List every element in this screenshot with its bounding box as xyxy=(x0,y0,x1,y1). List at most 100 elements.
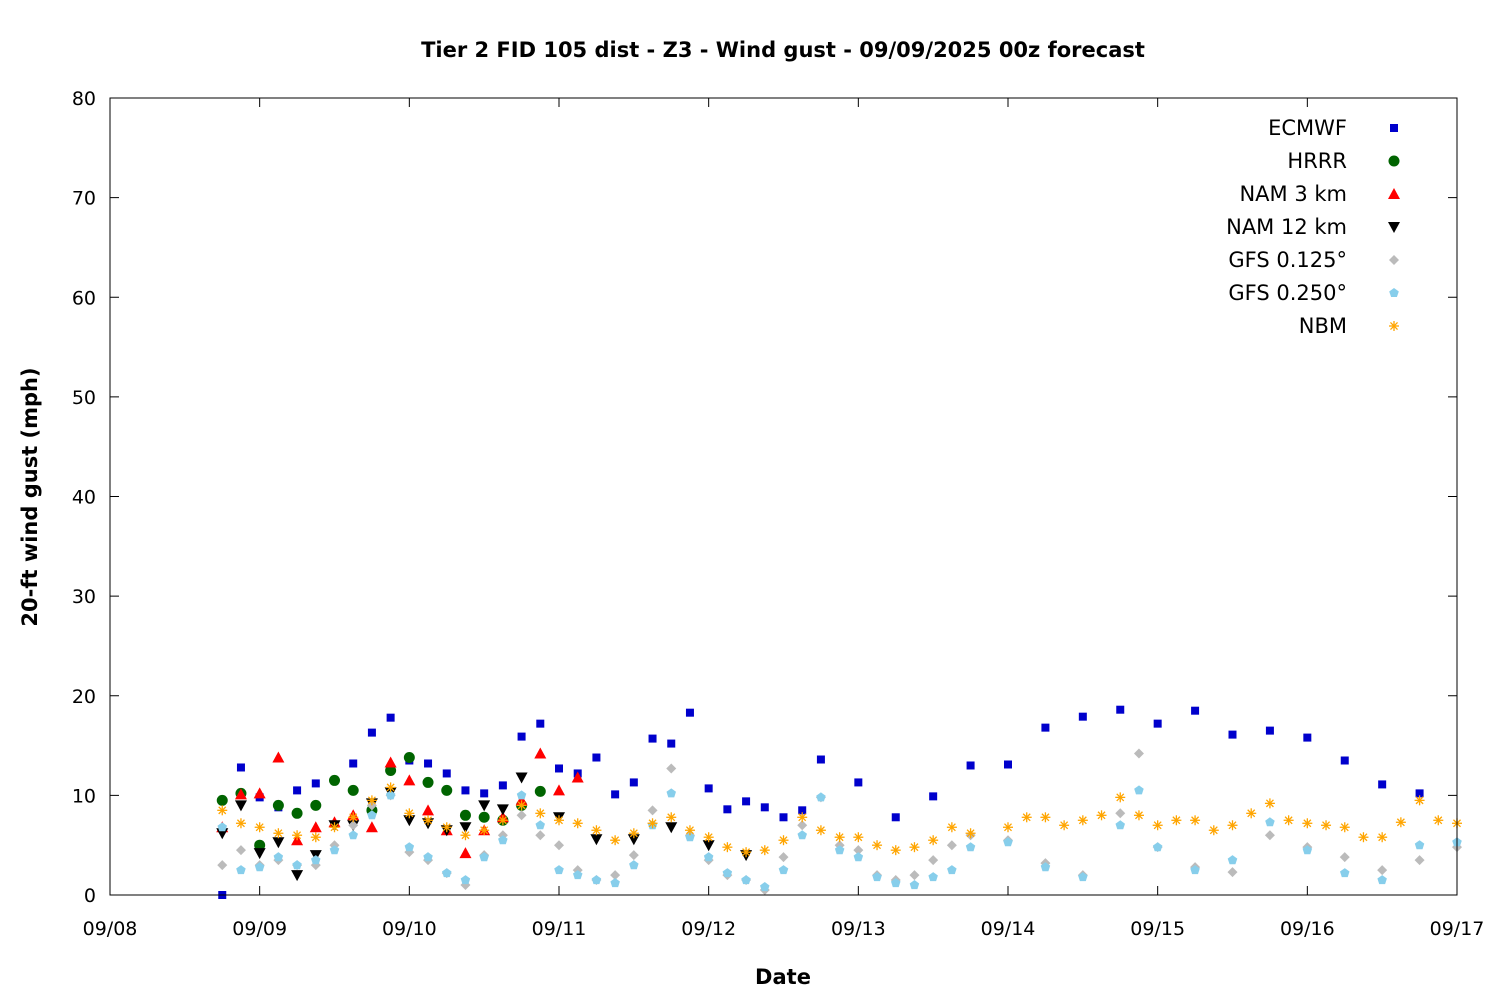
data-point xyxy=(254,862,265,872)
data-point xyxy=(273,852,284,862)
data-point xyxy=(666,763,677,774)
data-point xyxy=(1040,812,1051,823)
data-point xyxy=(516,800,527,811)
data-point xyxy=(1227,855,1238,865)
data-point xyxy=(234,800,247,812)
data-point xyxy=(573,870,583,880)
data-point xyxy=(966,761,975,770)
data-point xyxy=(329,845,340,855)
data-point xyxy=(1283,815,1294,826)
data-point xyxy=(309,821,322,833)
data-point xyxy=(834,832,845,843)
data-point xyxy=(1115,808,1126,819)
data-point xyxy=(403,815,416,827)
data-point xyxy=(872,840,883,851)
data-point xyxy=(610,870,621,881)
data-point xyxy=(741,875,751,885)
series-nam-3-km xyxy=(216,747,584,859)
data-point xyxy=(797,820,808,831)
plot-area xyxy=(216,705,1462,899)
data-point xyxy=(1302,818,1313,829)
x-tick-label: 09/16 xyxy=(1280,918,1335,940)
data-point xyxy=(1265,817,1275,827)
data-point xyxy=(423,815,434,826)
data-point xyxy=(1377,832,1388,843)
data-point xyxy=(385,764,397,776)
data-point xyxy=(1433,815,1444,826)
data-point xyxy=(292,860,302,870)
series-gfs-0-250- xyxy=(217,785,1462,892)
data-point xyxy=(1378,780,1387,789)
legend-label: HRRR xyxy=(1287,149,1347,173)
data-point xyxy=(236,865,246,875)
data-point xyxy=(666,788,676,798)
data-point xyxy=(384,756,397,768)
data-point xyxy=(554,865,564,875)
data-point xyxy=(310,799,322,811)
legend-marker xyxy=(1390,124,1398,132)
data-point xyxy=(347,784,359,796)
data-point xyxy=(1153,719,1162,728)
data-point xyxy=(253,848,266,860)
legend-label: NBM xyxy=(1299,314,1347,338)
data-point xyxy=(1116,705,1125,714)
chart-title: Tier 2 FID 105 dist - Z3 - Wind gust - 0… xyxy=(421,38,1145,62)
legend-label: GFS 0.125° xyxy=(1228,248,1347,272)
data-point xyxy=(853,832,864,843)
y-tick-label: 60 xyxy=(72,287,96,309)
data-point xyxy=(1377,875,1387,885)
data-point xyxy=(928,872,938,882)
data-point xyxy=(515,772,528,784)
data-point xyxy=(759,845,770,856)
x-axis: 09/08 09/09 09/10 09/11 09/12 09/13 09/14 09/15… xyxy=(83,98,1485,940)
data-point xyxy=(1208,825,1219,836)
data-point xyxy=(441,822,452,833)
data-point xyxy=(1414,795,1425,806)
data-point xyxy=(610,878,620,888)
legend-marker xyxy=(1388,222,1400,233)
y-tick-label: 50 xyxy=(72,387,96,409)
data-point xyxy=(815,825,826,836)
data-point xyxy=(611,790,620,799)
data-point xyxy=(909,842,920,853)
y-tick-label: 20 xyxy=(72,686,96,708)
data-point xyxy=(478,811,490,823)
data-point xyxy=(517,732,526,741)
data-point xyxy=(853,845,864,856)
data-point xyxy=(479,825,490,836)
series-ecmwf xyxy=(218,705,1424,899)
data-point xyxy=(647,818,658,829)
data-point xyxy=(816,792,826,802)
data-point xyxy=(928,855,939,866)
data-point xyxy=(536,719,545,728)
series-gfs-0-125- xyxy=(217,748,1462,896)
data-point xyxy=(1041,723,1050,732)
x-tick-label: 09/17 xyxy=(1430,918,1485,940)
data-point xyxy=(947,865,957,875)
data-point xyxy=(348,830,358,840)
data-point xyxy=(667,739,676,748)
data-point xyxy=(1377,865,1388,876)
data-point xyxy=(311,779,320,788)
data-point xyxy=(1171,815,1182,826)
data-point xyxy=(778,835,789,846)
data-point xyxy=(479,852,489,862)
data-point xyxy=(1264,830,1275,841)
data-point xyxy=(516,790,527,800)
data-point xyxy=(891,813,900,822)
data-point xyxy=(1003,822,1013,833)
data-point xyxy=(872,872,882,882)
data-point xyxy=(254,822,265,833)
data-point xyxy=(554,840,564,851)
data-point xyxy=(797,830,807,840)
data-point xyxy=(1414,840,1425,850)
data-point xyxy=(441,784,453,796)
legend-label: GFS 0.250° xyxy=(1228,281,1347,305)
data-point xyxy=(217,822,227,832)
data-point xyxy=(291,807,303,819)
data-point xyxy=(459,822,472,834)
data-point xyxy=(1078,712,1087,721)
x-tick-label: 09/12 xyxy=(681,918,736,940)
data-point xyxy=(722,842,733,853)
data-point xyxy=(1191,706,1200,715)
